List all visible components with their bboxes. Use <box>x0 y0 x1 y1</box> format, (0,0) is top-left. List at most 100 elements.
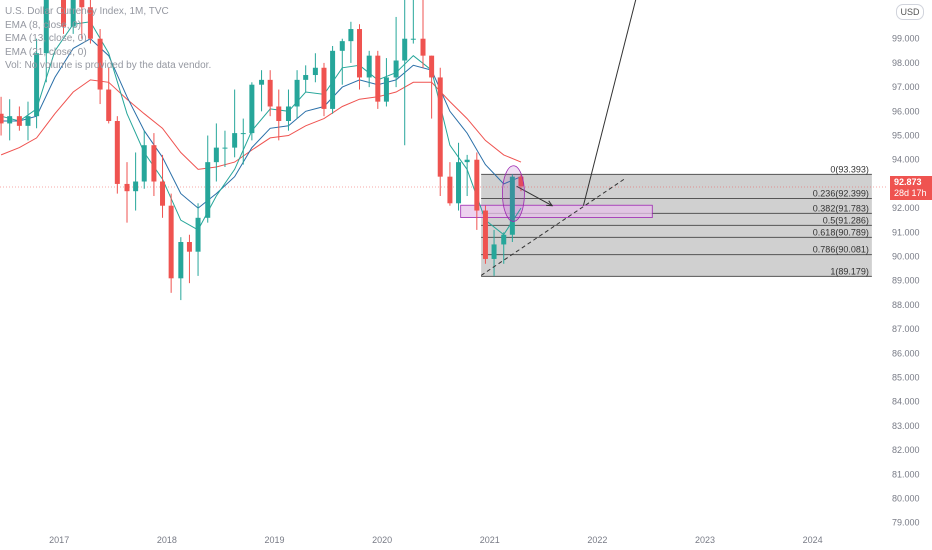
candle-down <box>168 193 174 293</box>
candle-body <box>474 159 480 211</box>
price-tick-label: 97.000 <box>892 82 920 92</box>
time-tick-label: 2017 <box>49 535 69 545</box>
legend-ema8[interactable]: EMA (8, close, 0) <box>5 19 82 31</box>
candle-down <box>357 24 363 90</box>
candle-body <box>321 67 327 109</box>
candle-down <box>437 67 443 197</box>
candle-body <box>366 55 372 78</box>
candle-up <box>491 229 497 276</box>
candle-body <box>34 53 40 117</box>
candle-down <box>97 29 103 105</box>
candle-down <box>482 205 488 264</box>
candle-body <box>509 176 515 235</box>
candle-body <box>330 50 336 109</box>
price-tick-label: 89.000 <box>892 276 920 286</box>
ema-lines <box>0 21 522 236</box>
candle-body <box>420 38 426 56</box>
legend-title: U.S. Dollar Currency Index, 1M, TVC <box>5 6 169 17</box>
candle-body <box>240 133 246 135</box>
candle-up <box>141 130 147 189</box>
candle-body <box>501 234 507 245</box>
currency-button[interactable]: USD <box>896 4 924 20</box>
candle-body <box>312 67 318 76</box>
candle-body <box>437 77 443 177</box>
candle-up <box>339 38 345 85</box>
candle-body <box>267 79 273 107</box>
candle-down <box>375 50 381 109</box>
candle-up <box>249 82 255 141</box>
candle-down <box>321 62 327 117</box>
candle-up <box>303 65 309 92</box>
candle-up <box>348 21 354 63</box>
candle-down <box>61 0 67 34</box>
candle-body <box>375 55 381 102</box>
candle-body <box>276 106 282 122</box>
candle-down <box>87 0 93 44</box>
legend-ema21[interactable]: EMA (21, close, 0) <box>5 46 87 58</box>
ema-8-line <box>0 21 522 236</box>
candle-up <box>70 0 76 34</box>
candle-down <box>186 234 192 284</box>
candle-body <box>114 121 120 184</box>
price-tick-label: 86.000 <box>892 348 920 358</box>
trend-line <box>582 0 637 206</box>
legend-ema13[interactable]: EMA (13, close, 0) <box>5 33 87 44</box>
legend-volume-note: Vol: No volume is provided by the data v… <box>5 60 212 71</box>
candle-body <box>79 0 85 8</box>
highlight-zone <box>0 186 888 218</box>
candle-body <box>491 244 497 259</box>
candle-up <box>34 38 40 129</box>
fibonacci-retracement: 0(93.393) 0.236(92.399) 0.382(91.783) 0.5(9… <box>481 164 872 277</box>
candle-up <box>330 45 336 114</box>
candle-body <box>456 162 462 204</box>
candle-up <box>410 0 416 44</box>
candle-up <box>222 130 228 167</box>
candle-body <box>303 75 309 80</box>
candle-body <box>16 116 22 126</box>
time-tick-label: 2019 <box>264 535 284 545</box>
fib-level-label: 0.618(90.789) <box>813 227 869 237</box>
candle-body <box>447 176 453 204</box>
time-tick-label: 2024 <box>803 535 823 545</box>
candle-body <box>61 0 67 27</box>
arrow-head <box>546 200 554 207</box>
candle-up <box>232 89 238 158</box>
last-price-value: 92.873 <box>894 177 922 187</box>
candle-body <box>357 29 363 78</box>
time-tick-label: 2018 <box>157 535 177 545</box>
projection-arrow <box>516 185 553 207</box>
fib-level-label: 0.236(92.399) <box>813 188 869 198</box>
candle-body <box>249 84 255 134</box>
candle-down <box>124 162 130 223</box>
time-axis: 2017 2018 2019 2020 2021 2022 2023 2024 <box>0 530 888 550</box>
candle-up <box>25 101 31 141</box>
candle-up <box>205 135 211 223</box>
candle-up <box>312 53 318 83</box>
price-tick-label: 81.000 <box>892 469 920 479</box>
ema-21-line <box>0 79 522 170</box>
price-tick-label: 92.000 <box>892 203 920 213</box>
candle-body <box>106 89 112 122</box>
ema-13-line <box>1 38 522 209</box>
candle-body <box>70 0 76 27</box>
candle-up <box>366 50 372 88</box>
candle-up <box>213 123 219 182</box>
last-price-tag: 92.873 28d 17h <box>890 176 932 200</box>
time-tick-label: 2020 <box>372 535 392 545</box>
candle-up <box>7 99 13 141</box>
candle-down <box>429 55 435 119</box>
candle-body <box>339 41 345 51</box>
highlight-circle <box>502 165 525 222</box>
price-tick-label: 83.000 <box>892 421 920 431</box>
candle-body <box>259 79 265 85</box>
price-tick-label: 95.000 <box>892 131 920 141</box>
candle-body <box>410 38 416 40</box>
time-tick-label: 2022 <box>587 535 607 545</box>
candle-down <box>0 96 4 136</box>
candle-up <box>133 152 139 211</box>
candle-up <box>456 142 462 211</box>
fib-level-label: 1(89.179) <box>830 266 869 276</box>
candle-down <box>114 116 120 194</box>
candle-body <box>133 181 139 192</box>
